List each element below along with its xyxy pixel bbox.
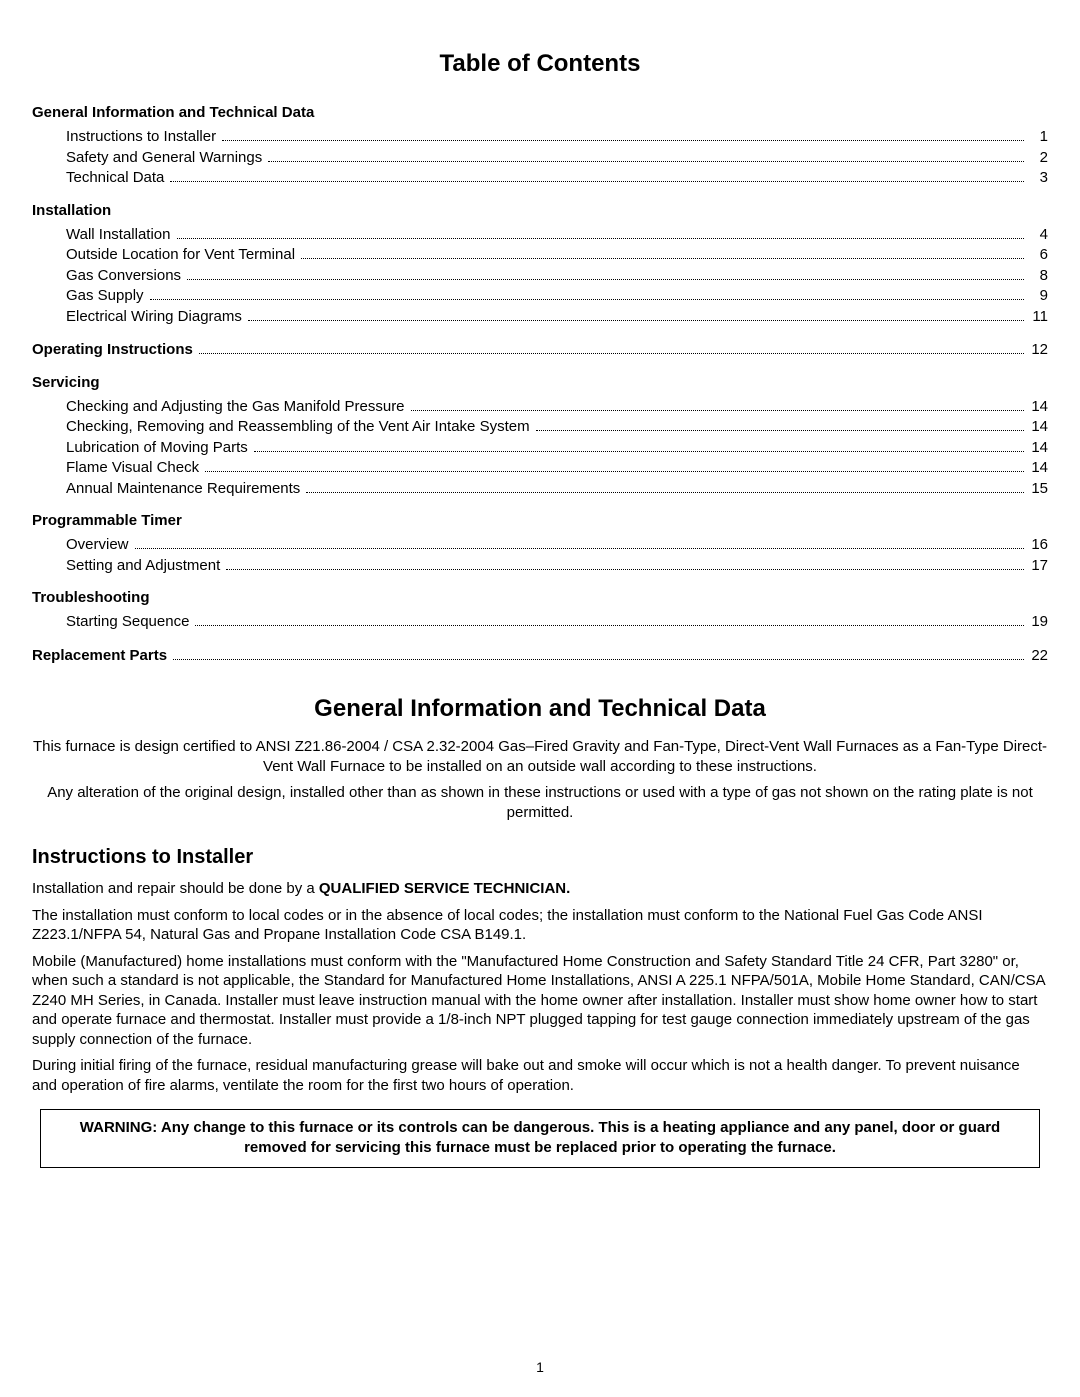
toc-item-page: 3 <box>1030 168 1048 188</box>
subsection-heading: Instructions to Installer <box>32 846 1048 869</box>
toc-item: Annual Maintenance Requirements 15 <box>66 479 1048 499</box>
toc-item-page: 11 <box>1030 307 1048 327</box>
leader-dots <box>205 463 1024 472</box>
body-paragraph: Installation and repair should be done b… <box>32 879 1048 899</box>
leader-dots <box>199 345 1024 354</box>
toc-item-page: 19 <box>1030 612 1048 632</box>
toc-item: Gas Conversions 8 <box>66 266 1048 286</box>
leader-dots <box>268 152 1024 161</box>
body-paragraph: The installation must conform to local c… <box>32 906 1048 945</box>
body-paragraph: Mobile (Manufactured) home installations… <box>32 952 1048 1050</box>
toc-item-page: 8 <box>1030 266 1048 286</box>
toc-item-label: Gas Supply <box>66 286 144 306</box>
toc-group-heading: Installation <box>32 202 1048 219</box>
leader-dots <box>248 311 1024 320</box>
toc-item-label: Flame Visual Check <box>66 458 199 478</box>
leader-dots <box>254 442 1024 451</box>
intro-paragraph-1: This furnace is design certified to ANSI… <box>32 737 1048 776</box>
leader-dots <box>222 132 1024 141</box>
toc-item-page: 14 <box>1030 417 1048 437</box>
toc-group-heading: Servicing <box>32 374 1048 391</box>
toc-item-page: 14 <box>1030 458 1048 478</box>
warning-box: WARNING: Any change to this furnace or i… <box>40 1109 1040 1168</box>
toc-item-label: Annual Maintenance Requirements <box>66 479 300 499</box>
toc-top-item: Replacement Parts 22 <box>32 646 1048 666</box>
p1-bold: QUALIFIED SERVICE TECHNICIAN. <box>319 880 570 897</box>
toc-item-label: Instructions to Installer <box>66 127 216 147</box>
leader-dots <box>177 229 1025 238</box>
toc-item: Starting Sequence 19 <box>66 612 1048 632</box>
body-paragraph: During initial firing of the furnace, re… <box>32 1056 1048 1095</box>
document-page: Table of Contents General Information an… <box>0 0 1080 1397</box>
toc-item-page: 22 <box>1030 646 1048 666</box>
toc-item-page: 6 <box>1030 245 1048 265</box>
leader-dots <box>226 560 1024 569</box>
toc-item: Gas Supply 9 <box>66 286 1048 306</box>
toc-item-page: 2 <box>1030 148 1048 168</box>
toc-group-heading: Troubleshooting <box>32 589 1048 606</box>
toc-item-label: Technical Data <box>66 168 164 188</box>
toc-item-page: 9 <box>1030 286 1048 306</box>
toc-item-page: 17 <box>1030 556 1048 576</box>
leader-dots <box>170 173 1024 182</box>
toc-item: Lubrication of Moving Parts 14 <box>66 438 1048 458</box>
toc-item: Overview 16 <box>66 535 1048 555</box>
toc-item-label: Wall Installation <box>66 225 171 245</box>
toc-item-page: 14 <box>1030 397 1048 417</box>
toc-item: Instructions to Installer 1 <box>66 127 1048 147</box>
toc-item-page: 14 <box>1030 438 1048 458</box>
toc-item-label: Checking and Adjusting the Gas Manifold … <box>66 397 405 417</box>
toc-item: Outside Location for Vent Terminal 6 <box>66 245 1048 265</box>
toc-item: Technical Data 3 <box>66 168 1048 188</box>
leader-dots <box>195 617 1024 626</box>
leader-dots <box>536 422 1024 431</box>
toc-item: Flame Visual Check 14 <box>66 458 1048 478</box>
toc-item-label: Starting Sequence <box>66 612 189 632</box>
toc-item: Safety and General Warnings 2 <box>66 148 1048 168</box>
leader-dots <box>135 540 1024 549</box>
leader-dots <box>150 291 1024 300</box>
toc-item: Checking and Adjusting the Gas Manifold … <box>66 397 1048 417</box>
toc-item-page: 1 <box>1030 127 1048 147</box>
leader-dots <box>301 250 1024 259</box>
toc-item-page: 12 <box>1030 340 1048 360</box>
page-title: Table of Contents <box>32 50 1048 78</box>
toc-item: Wall Installation 4 <box>66 225 1048 245</box>
toc-item-label: Safety and General Warnings <box>66 148 262 168</box>
toc-item-label: Lubrication of Moving Parts <box>66 438 248 458</box>
toc-item-page: 4 <box>1030 225 1048 245</box>
leader-dots <box>187 270 1024 279</box>
toc-item-label: Setting and Adjustment <box>66 556 220 576</box>
toc-item: Checking, Removing and Reassembling of t… <box>66 417 1048 437</box>
toc-item-label: Electrical Wiring Diagrams <box>66 307 242 327</box>
intro-paragraph-2: Any alteration of the original design, i… <box>32 783 1048 822</box>
section-title: General Information and Technical Data <box>32 695 1048 723</box>
toc-top-item: Operating Instructions 12 <box>32 340 1048 360</box>
toc-item-page: 15 <box>1030 479 1048 499</box>
page-number: 1 <box>0 1359 1080 1375</box>
leader-dots <box>411 401 1024 410</box>
leader-dots <box>173 650 1024 659</box>
toc-item-label: Replacement Parts <box>32 646 167 666</box>
toc-group-heading: General Information and Technical Data <box>32 104 1048 121</box>
toc-item: Setting and Adjustment 17 <box>66 556 1048 576</box>
toc-group-heading: Programmable Timer <box>32 512 1048 529</box>
leader-dots <box>306 483 1024 492</box>
toc-item-label: Operating Instructions <box>32 340 193 360</box>
toc-item-page: 16 <box>1030 535 1048 555</box>
toc-item-label: Overview <box>66 535 129 555</box>
p1-prefix: Installation and repair should be done b… <box>32 880 319 897</box>
toc-item: Electrical Wiring Diagrams 11 <box>66 307 1048 327</box>
toc-item-label: Checking, Removing and Reassembling of t… <box>66 417 530 437</box>
toc-item-label: Outside Location for Vent Terminal <box>66 245 295 265</box>
toc-item-label: Gas Conversions <box>66 266 181 286</box>
